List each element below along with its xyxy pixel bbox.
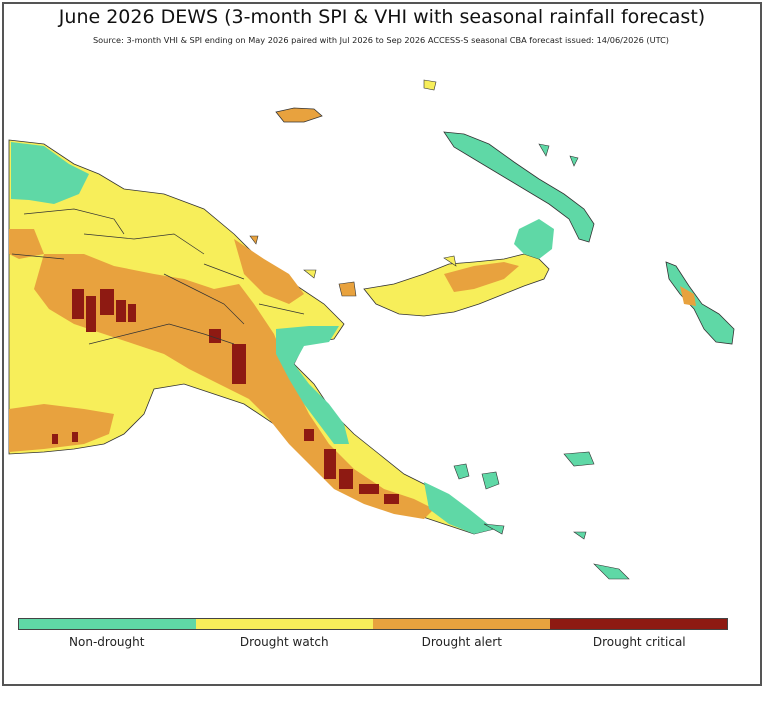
island-manus — [275, 107, 323, 123]
legend-swatch-drought-critical — [550, 619, 727, 629]
island-new-ireland — [443, 131, 595, 243]
island-bougainville — [665, 261, 735, 345]
small-islands-orange — [249, 235, 357, 297]
map-title: June 2026 DEWS (3-month SPI & VHI with s… — [58, 6, 706, 28]
region-alert-west — [9, 229, 44, 259]
region-alert-southwest — [9, 404, 114, 452]
small-islands-yellow — [303, 79, 457, 279]
legend: Non-drought Drought watch Drought alert … — [18, 618, 728, 658]
island-new-britain-alert — [444, 262, 519, 292]
region-nondrought-tip — [424, 482, 494, 534]
small-islands — [453, 143, 630, 580]
region-nondrought-east — [276, 326, 349, 444]
legend-label-drought-watch: Drought watch — [239, 635, 329, 649]
region-alert-north — [234, 239, 304, 304]
legend-colorbar — [18, 618, 728, 630]
island-bougainville-alert — [680, 286, 696, 306]
png-drought-map — [8, 79, 735, 580]
legend-label-drought-critical: Drought critical — [592, 635, 686, 649]
legend-swatch-drought-watch — [196, 619, 373, 629]
map-subtitle: Source: 3-month VHI & SPI ending on May … — [92, 35, 670, 45]
legend-swatch-drought-alert — [373, 619, 550, 629]
province-boundaries — [11, 208, 305, 345]
legend-swatch-non-drought — [19, 619, 196, 629]
map-figure: June 2026 DEWS (3-month SPI & VHI with s… — [2, 2, 762, 686]
region-nondrought-nw — [11, 142, 89, 204]
legend-label-non-drought: Non-drought — [69, 635, 145, 649]
critical-patches — [52, 289, 399, 504]
legend-label-drought-alert: Drought alert — [421, 635, 502, 649]
island-new-britain-east — [514, 219, 554, 259]
